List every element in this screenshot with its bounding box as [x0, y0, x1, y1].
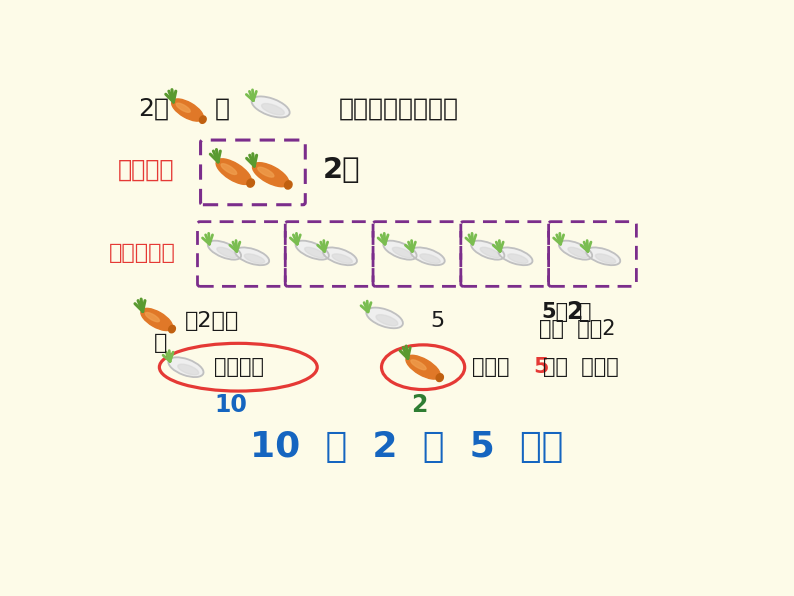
Text: 有2根，: 有2根， [184, 311, 239, 331]
Ellipse shape [252, 163, 289, 187]
Ellipse shape [420, 254, 440, 263]
Text: 的根数是: 的根数是 [214, 357, 264, 377]
Ellipse shape [586, 247, 620, 265]
Ellipse shape [305, 247, 325, 257]
Ellipse shape [145, 312, 160, 322]
Ellipse shape [141, 308, 172, 331]
Ellipse shape [217, 247, 237, 257]
Ellipse shape [252, 97, 290, 117]
Ellipse shape [221, 164, 237, 175]
Ellipse shape [406, 355, 440, 379]
Text: 10  是  2  的  5  倍。: 10 是 2 的 5 倍。 [250, 430, 564, 464]
Ellipse shape [235, 247, 269, 265]
Ellipse shape [384, 241, 417, 260]
Ellipse shape [247, 179, 254, 187]
Ellipse shape [176, 103, 191, 112]
Text: 5: 5 [431, 311, 445, 331]
Ellipse shape [168, 358, 203, 377]
Text: 的（  ）倍。: 的（ ）倍。 [543, 357, 619, 377]
Ellipse shape [323, 247, 357, 265]
Ellipse shape [168, 325, 175, 333]
Text: 根: 根 [153, 333, 167, 353]
Text: 被比较量：: 被比较量： [109, 243, 175, 263]
Text: 和: 和 [215, 97, 230, 120]
Ellipse shape [596, 254, 616, 263]
Ellipse shape [284, 181, 292, 189]
Ellipse shape [366, 308, 403, 328]
Ellipse shape [258, 167, 274, 177]
Text: 2: 2 [411, 393, 427, 417]
Ellipse shape [208, 241, 241, 260]
Ellipse shape [559, 241, 592, 260]
Ellipse shape [199, 116, 206, 123]
Text: 5: 5 [534, 357, 549, 377]
Text: 2根: 2根 [323, 156, 360, 184]
Ellipse shape [245, 254, 264, 263]
Text: 2、: 2、 [138, 97, 169, 120]
Text: 有（  ）个2: 有（ ）个2 [538, 319, 615, 339]
Text: 之间的数量关系：: 之间的数量关系： [338, 97, 458, 120]
Ellipse shape [216, 159, 251, 184]
Ellipse shape [261, 104, 284, 115]
Ellipse shape [332, 254, 353, 263]
Ellipse shape [471, 241, 504, 260]
Text: 根: 根 [580, 302, 592, 322]
Ellipse shape [410, 247, 445, 265]
Ellipse shape [507, 254, 528, 263]
Ellipse shape [295, 241, 329, 260]
Ellipse shape [172, 99, 203, 121]
Text: 10: 10 [214, 393, 247, 417]
Ellipse shape [178, 364, 198, 375]
Ellipse shape [480, 247, 500, 257]
Ellipse shape [499, 247, 533, 265]
Ellipse shape [436, 374, 443, 381]
Text: 2: 2 [566, 300, 583, 324]
Ellipse shape [410, 360, 426, 370]
Ellipse shape [568, 247, 588, 257]
Text: 5个: 5个 [542, 302, 569, 322]
Text: 标准量：: 标准量： [118, 158, 175, 182]
Ellipse shape [392, 247, 412, 257]
Ellipse shape [376, 315, 398, 326]
Text: 的根数: 的根数 [472, 357, 510, 377]
